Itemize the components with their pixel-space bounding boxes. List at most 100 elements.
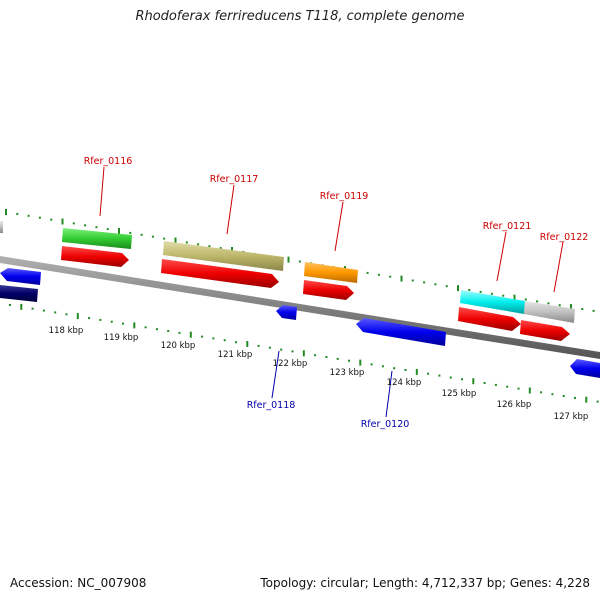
lower-track-minor-tick [99, 318, 102, 321]
cog-bar-rfer-0121[interactable] [460, 290, 525, 314]
lower-track-minor-tick [178, 331, 181, 334]
lower-track-minor-tick [314, 354, 317, 357]
lower-tick-track [9, 303, 599, 403]
lower-track-minor-tick [494, 383, 497, 386]
lower-track-minor-tick [381, 365, 384, 368]
upper-track-major-tick [5, 209, 7, 215]
gene-label-rfer-0116[interactable]: Rfer_0116 [84, 156, 133, 167]
lower-track-minor-tick [540, 391, 543, 394]
gene-arrow-reverse-right[interactable] [570, 359, 600, 378]
lower-track-minor-tick [517, 387, 520, 390]
upper-track-major-tick [400, 275, 403, 282]
leader-line-rfer-0119 [334, 201, 344, 252]
gene-arrow-rfer-0121[interactable] [458, 307, 521, 331]
gene-arrow-rfer-0118[interactable] [276, 305, 297, 320]
upper-track-minor-tick [197, 243, 200, 246]
gene-arrow-reverse-left[interactable] [0, 268, 41, 285]
gene-label-rfer-0121[interactable]: Rfer_0121 [483, 221, 532, 232]
upper-track-minor-tick [27, 214, 30, 217]
lower-track-minor-tick [212, 337, 215, 340]
lower-track-minor-tick [461, 378, 463, 381]
kbp-label: 118 kbp [49, 326, 84, 336]
upper-track-minor-tick [219, 247, 222, 250]
upper-track-minor-tick [524, 298, 527, 301]
lower-track-major-tick [246, 341, 249, 347]
upper-track-minor-tick [479, 290, 482, 293]
upper-track-minor-tick [592, 309, 595, 312]
lower-track-minor-tick [506, 385, 509, 388]
upper-track-minor-tick [536, 300, 539, 303]
leader-line-rfer-0120 [385, 370, 393, 418]
upper-track-minor-tick [389, 275, 392, 278]
kbp-label: 127 kbp [554, 412, 589, 422]
gene-arrow-rfer-0116[interactable] [61, 246, 129, 267]
lower-track-minor-tick [54, 311, 57, 314]
upper-track-minor-tick [502, 294, 505, 297]
gene-feature-gray-edge[interactable] [0, 221, 3, 233]
lower-track-minor-tick [122, 322, 124, 325]
gene-arrow-reverse-navy[interactable] [0, 285, 38, 302]
leader-line-rfer-0118 [271, 350, 280, 399]
gene-arrow-rfer-0117[interactable] [161, 259, 279, 288]
lower-track-minor-tick [144, 326, 147, 329]
gene-label-rfer-0122[interactable]: Rfer_0122 [540, 232, 589, 243]
gene-arrow-rfer-0119[interactable] [303, 280, 354, 300]
upper-track-minor-tick [185, 241, 188, 244]
upper-track-minor-tick [581, 308, 584, 310]
lower-track-minor-tick [88, 317, 91, 319]
upper-track-major-tick [118, 228, 120, 234]
upper-track-minor-tick [129, 231, 132, 234]
kbp-label: 125 kbp [442, 389, 477, 399]
upper-track-minor-tick [434, 283, 437, 286]
gene-label-rfer-0120[interactable]: Rfer_0120 [361, 419, 410, 430]
upper-track-minor-tick [72, 222, 75, 225]
leader-line-rfer-0121 [496, 231, 507, 282]
lower-track-minor-tick [427, 372, 430, 375]
lower-track-minor-tick [280, 348, 283, 351]
cog-bar-rfer-0116[interactable] [62, 228, 132, 249]
kbp-label: 123 kbp [330, 368, 365, 378]
lower-track-minor-tick [223, 339, 226, 342]
accession-label: Accession: NC_007908 [10, 576, 147, 590]
lower-track-minor-tick [596, 400, 599, 403]
lower-track-major-tick [585, 396, 588, 403]
gene-label-rfer-0118[interactable]: Rfer_0118 [247, 400, 296, 411]
genome-backbone [0, 256, 600, 359]
upper-track-minor-tick [84, 224, 87, 227]
kbp-label: 122 kbp [273, 359, 308, 369]
upper-track-minor-tick [411, 279, 414, 282]
lower-track-major-tick [472, 378, 475, 385]
lower-track-minor-tick [201, 335, 204, 338]
lower-track-minor-tick [31, 307, 34, 310]
map-title: Rhodoferax ferrireducens T118, complete … [135, 9, 465, 24]
lower-track-major-tick [415, 368, 418, 375]
lower-track-minor-tick [370, 363, 373, 366]
lower-track-minor-tick [291, 350, 294, 353]
gene-arrow-rfer-0120[interactable] [356, 318, 446, 346]
cog-bar-rfer-0119[interactable] [304, 262, 358, 283]
lower-track-major-tick [302, 350, 305, 357]
upper-track-minor-tick [50, 218, 53, 221]
lower-track-minor-tick [42, 309, 45, 312]
lower-track-minor-tick [167, 330, 170, 332]
lower-track-minor-tick [325, 356, 328, 358]
upper-track-major-tick [231, 247, 233, 253]
lower-track-minor-tick [65, 313, 68, 316]
gene-label-rfer-0119[interactable]: Rfer_0119 [320, 191, 369, 202]
lower-track-minor-tick [9, 304, 11, 306]
lower-track-minor-tick [348, 359, 350, 362]
upper-track-minor-tick [298, 260, 301, 263]
kbp-label: 126 kbp [497, 400, 532, 410]
lower-track-major-tick [20, 303, 23, 310]
gene-arrow-rfer-0122[interactable] [520, 320, 570, 341]
cog-bar-rfer-0122[interactable] [524, 301, 575, 323]
lower-track-minor-tick [336, 357, 339, 360]
kbp-label: 124 kbp [387, 378, 422, 388]
cog-bar-rfer-0117[interactable] [163, 241, 284, 271]
lower-track-minor-tick [404, 369, 407, 371]
lower-track-minor-tick [235, 341, 237, 344]
lower-track-major-tick [359, 359, 362, 366]
gene-label-rfer-0117[interactable]: Rfer_0117 [210, 174, 259, 185]
lower-track-minor-tick [449, 376, 452, 379]
lower-track-major-tick [133, 322, 136, 329]
